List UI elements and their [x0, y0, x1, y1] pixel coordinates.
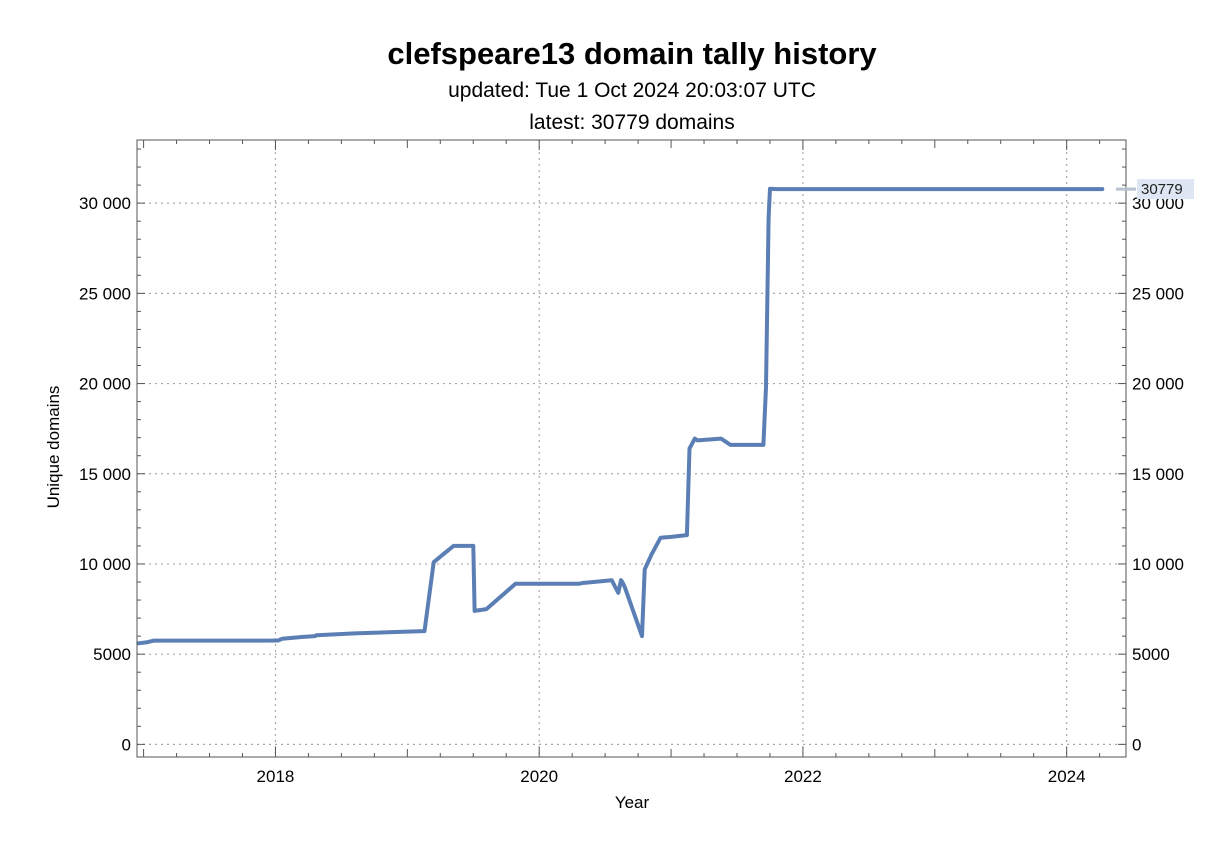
tick-labels: 2018 2020 2022 2024 0 0 5000 5000 10 000 10 000 15…	[79, 194, 1184, 786]
y-tick-label: 30 000	[79, 194, 131, 213]
y-tick-label: 25 000	[79, 284, 131, 303]
y-tick-label-right: 20 000	[1132, 375, 1184, 394]
end-value-label-text: 30779	[1141, 181, 1183, 198]
x-tick-label: 2022	[784, 767, 822, 786]
y-tick-label-right: 15 000	[1132, 465, 1184, 484]
y-tick-label-right: 10 000	[1132, 555, 1184, 574]
plot-frame	[136, 139, 1127, 758]
axis-ticks	[137, 140, 1126, 757]
grid-lines	[137, 140, 1126, 757]
end-value-label: 30779	[1116, 179, 1194, 200]
x-axis-label: Year	[615, 793, 650, 812]
y-tick-label-right: 0	[1132, 735, 1141, 754]
series-line	[136, 186, 1105, 646]
x-tick-label: 2024	[1048, 767, 1086, 786]
y-tick-label: 10 000	[79, 555, 131, 574]
end-value-label-bg	[1137, 179, 1194, 200]
chart-title: clefspeare13 domain tally history	[387, 36, 877, 71]
chart-subtitle-latest: latest: 30779 domains	[529, 111, 734, 134]
y-tick-label-right: 25 000	[1132, 284, 1184, 303]
y-tick-label: 5000	[93, 645, 131, 664]
y-tick-label-right: 5000	[1132, 645, 1170, 664]
y-axis-label: Unique domains	[44, 386, 63, 509]
x-tick-label: 2018	[257, 767, 295, 786]
series-layer	[136, 186, 1105, 646]
y-tick-label: 0	[122, 735, 131, 754]
chart-subtitle-updated: updated: Tue 1 Oct 2024 20:03:07 UTC	[448, 79, 816, 102]
y-tick-label: 15 000	[79, 465, 131, 484]
x-tick-label: 2020	[520, 767, 558, 786]
y-tick-label: 20 000	[79, 375, 131, 394]
